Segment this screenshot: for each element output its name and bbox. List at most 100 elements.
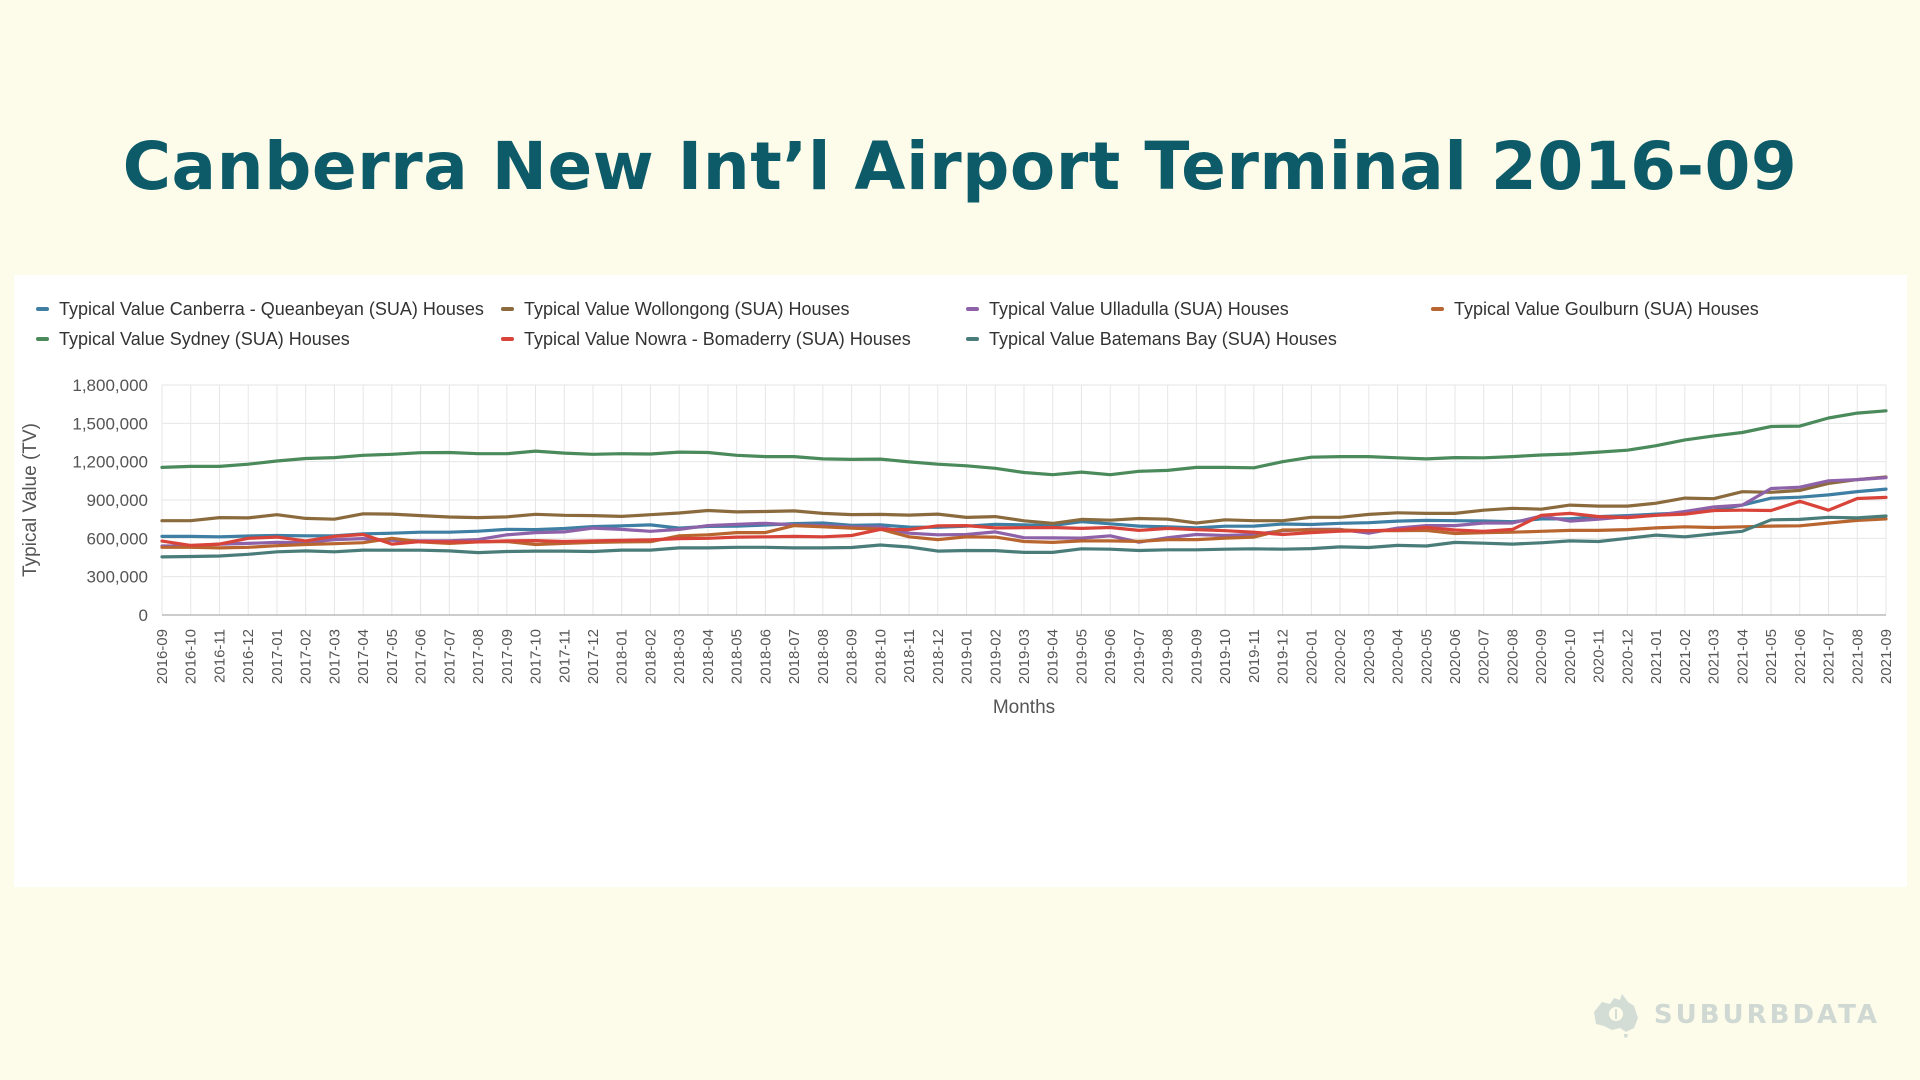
x-tick-label: 2018-12 — [930, 629, 947, 684]
x-tick-label: 2017-06 — [413, 629, 430, 684]
x-tick-label: 2021-08 — [1849, 629, 1866, 684]
x-tick-label: 2020-07 — [1476, 629, 1493, 684]
x-tick-label: 2019-12 — [1275, 629, 1292, 684]
x-tick-label: 2020-05 — [1418, 629, 1435, 684]
x-tick-label: 2017-05 — [384, 629, 401, 684]
chart-panel: Typical Value Canberra - Queanbeyan (SUA… — [14, 275, 1907, 887]
x-tick-label: 2018-03 — [671, 629, 688, 684]
line-chart: 0 300,000 600,000 900,000 1,200,000 1,500,000… — [20, 376, 1895, 718]
y-tick-label: 1,200,000 — [72, 453, 148, 472]
x-tick-label: 2019-02 — [987, 629, 1004, 684]
legend-item[interactable]: Typical Value Nowra - Bomaderry (SUA) Ho… — [501, 329, 966, 349]
x-tick-label: 2019-03 — [1016, 629, 1033, 684]
x-tick-label: 2018-01 — [614, 629, 631, 684]
x-tick-label: 2016-11 — [211, 629, 228, 683]
legend-item[interactable]: Typical Value Wollongong (SUA) Houses — [501, 299, 966, 319]
x-tick-label: 2021-09 — [1878, 629, 1895, 684]
legend-label: Typical Value Nowra - Bomaderry (SUA) Ho… — [524, 328, 911, 349]
x-tick-label: 2021-04 — [1734, 629, 1751, 684]
x-tick-label: 2018-07 — [786, 629, 803, 684]
x-tick-label: 2017-09 — [499, 629, 516, 684]
legend-item[interactable]: Typical Value Ulladulla (SUA) Houses — [966, 299, 1431, 319]
series-line — [160, 495, 1888, 547]
legend-swatch — [501, 337, 514, 341]
x-tick-label: 2018-05 — [729, 629, 746, 684]
x-tick-label: 2019-10 — [1217, 629, 1234, 684]
x-tick-label: 2017-02 — [298, 629, 315, 684]
x-tick-label: 2020-06 — [1447, 629, 1464, 684]
x-tick-label: 2021-01 — [1648, 629, 1665, 684]
x-tick-label: 2017-10 — [528, 629, 545, 684]
x-tick-label: 2021-05 — [1763, 629, 1780, 684]
legend-item[interactable]: Typical Value Batemans Bay (SUA) Houses — [966, 329, 1431, 349]
legend-swatch — [36, 337, 49, 341]
legend-label: Typical Value Canberra - Queanbeyan (SUA… — [59, 298, 484, 319]
legend-label: Typical Value Goulburn (SUA) Houses — [1454, 298, 1759, 319]
y-tick-label: 600,000 — [87, 529, 148, 548]
x-tick-label: 2017-11 — [556, 629, 573, 683]
x-tick-label: 2016-12 — [240, 629, 257, 684]
x-tick-label: 2018-10 — [872, 629, 889, 684]
y-tick-label: 1,800,000 — [72, 376, 148, 395]
legend-swatch — [966, 307, 979, 311]
y-tick-label: 900,000 — [87, 491, 148, 510]
x-tick-label: 2019-01 — [959, 629, 976, 684]
x-tick-label: 2021-07 — [1821, 629, 1838, 684]
x-tick-label: 2020-04 — [1390, 629, 1407, 684]
x-tick-label: 2018-02 — [642, 629, 659, 684]
x-tick-label: 2018-11 — [901, 629, 918, 683]
legend-swatch — [36, 307, 49, 311]
series-line — [160, 409, 1888, 477]
x-tick-label: 2019-11 — [1246, 629, 1263, 683]
legend-item[interactable]: Typical Value Canberra - Queanbeyan (SUA… — [36, 299, 501, 319]
legend-label: Typical Value Ulladulla (SUA) Houses — [989, 298, 1289, 319]
legend-swatch — [966, 337, 979, 341]
legend-item[interactable]: Typical Value Sydney (SUA) Houses — [36, 329, 501, 349]
x-tick-label: 2020-01 — [1303, 629, 1320, 684]
watermark: SUBURBDATA — [1588, 990, 1880, 1040]
x-tick-label: 2021-03 — [1706, 629, 1723, 684]
x-tick-label: 2017-01 — [269, 629, 286, 684]
legend-swatch — [501, 307, 514, 311]
legend-label: Typical Value Wollongong (SUA) Houses — [524, 298, 850, 319]
watermark-text: SUBURBDATA — [1653, 1000, 1880, 1030]
x-tick-label: 2018-08 — [815, 629, 832, 684]
x-tick-label: 2019-06 — [1102, 629, 1119, 684]
x-tick-label: 2021-06 — [1792, 629, 1809, 684]
y-tick-label: 1,500,000 — [72, 414, 148, 433]
x-tick-label: 2020-11 — [1591, 629, 1608, 683]
x-tick-label: 2018-04 — [700, 629, 717, 684]
x-tick-label: 2020-09 — [1533, 629, 1550, 684]
page-title: Canberra New Int’l Airport Terminal 2016… — [122, 128, 1798, 205]
y-tick-label: 0 — [139, 606, 148, 625]
x-tick-label: 2018-06 — [757, 629, 774, 684]
x-tick-label: 2017-07 — [441, 629, 458, 684]
y-tick-label: 300,000 — [87, 568, 148, 587]
x-tick-label: 2020-03 — [1361, 629, 1378, 684]
australia-map-logo-icon — [1593, 994, 1638, 1038]
x-tick-label: 2018-09 — [844, 629, 861, 684]
x-tick-label: 2020-12 — [1619, 629, 1636, 684]
legend-label: Typical Value Sydney (SUA) Houses — [59, 328, 350, 349]
x-tick-label: 2019-07 — [1131, 629, 1148, 684]
x-tick-label: 2017-08 — [470, 629, 487, 684]
series-line — [160, 514, 1888, 559]
legend-label: Typical Value Batemans Bay (SUA) Houses — [989, 328, 1337, 349]
x-tick-label: 2020-10 — [1562, 629, 1579, 684]
x-tick-label: 2021-02 — [1677, 629, 1694, 684]
x-tick-label: 2017-12 — [585, 629, 602, 684]
x-tick-label: 2019-04 — [1045, 629, 1062, 684]
x-tick-label: 2019-08 — [1160, 629, 1177, 684]
x-tick-label: 2020-08 — [1504, 629, 1521, 684]
x-tick-label: 2016-10 — [183, 629, 200, 684]
legend-item[interactable]: Typical Value Goulburn (SUA) Houses — [1431, 299, 1896, 319]
x-tick-label: 2017-03 — [326, 629, 343, 684]
chart-legend: Typical Value Canberra - Queanbeyan (SUA… — [36, 299, 1896, 349]
legend-swatch — [1431, 307, 1444, 311]
x-tick-label: 2019-09 — [1188, 629, 1205, 684]
y-axis-label: Typical Value (TV) — [20, 423, 41, 577]
series-line — [160, 475, 1888, 525]
x-axis-label: Months — [993, 697, 1055, 718]
x-tick-label: 2019-05 — [1073, 629, 1090, 684]
x-tick-label: 2020-02 — [1332, 629, 1349, 684]
